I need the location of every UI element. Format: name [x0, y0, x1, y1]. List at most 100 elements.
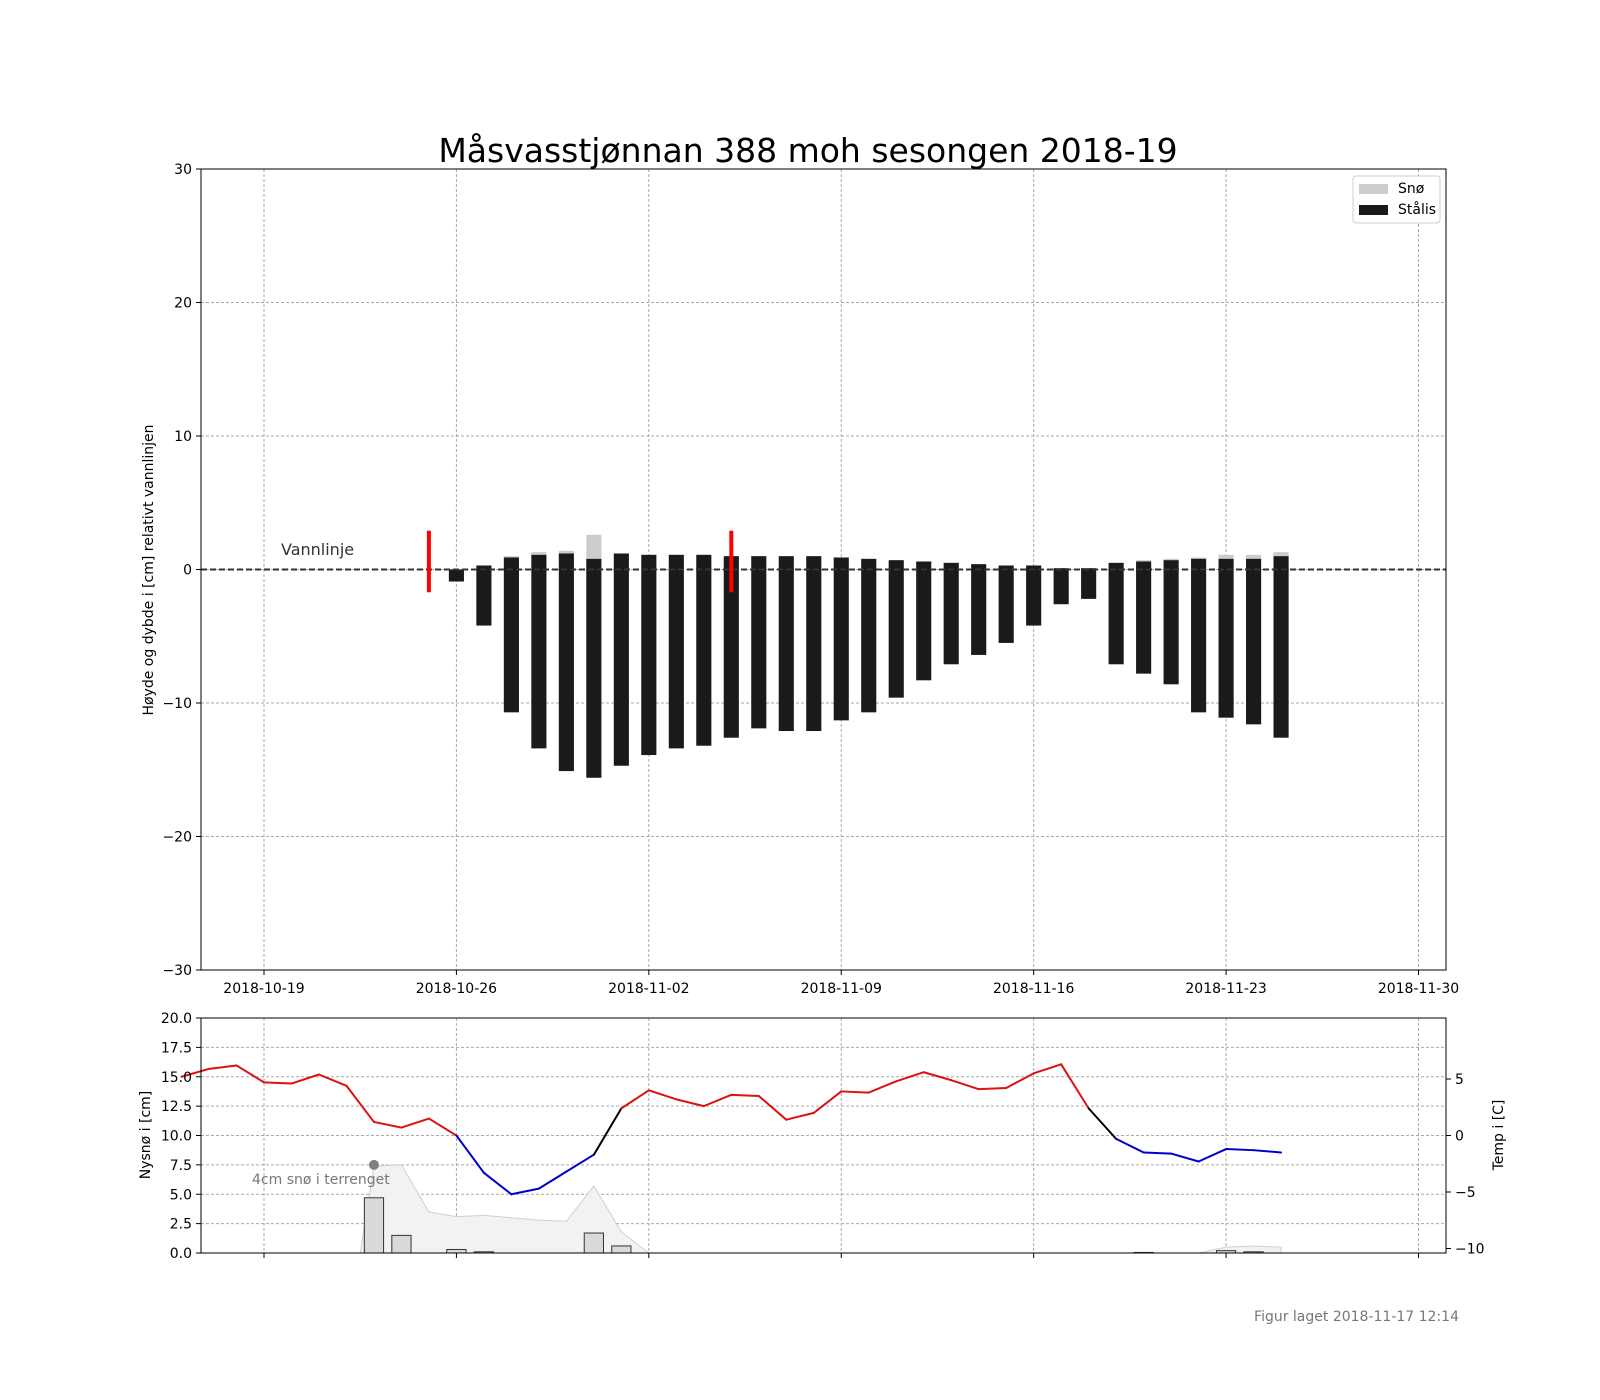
legend-label-snow: Snø: [1398, 181, 1425, 197]
temperature-segment: [867, 1080, 898, 1094]
main-x-tick-label: 2018-11-30: [1378, 981, 1459, 997]
ice-bar: [641, 554, 657, 756]
temperature-segment: [427, 1117, 458, 1137]
sub-y2-label: Temp i [C]: [1491, 1100, 1507, 1172]
ice-bar: [971, 564, 987, 655]
snow-bar: [1191, 557, 1207, 559]
ice-bar: [476, 565, 492, 626]
terrain-snow-point: [368, 1159, 379, 1170]
waterline-label: Vannlinje: [281, 540, 354, 559]
legend: Snø Stålis: [1352, 175, 1441, 224]
main-y-tick-label: −20: [162, 830, 192, 846]
sub-y-label: Nysnø i [cm]: [138, 1091, 154, 1180]
ice-bar: [448, 569, 464, 582]
ice-bar: [531, 554, 547, 749]
ice-bar: [1246, 558, 1262, 725]
main-x-tick-label: 2018-10-19: [223, 981, 304, 997]
sub-y2-tick-label: 0: [1455, 1129, 1464, 1145]
temperature-segment: [620, 1089, 650, 1110]
main-x-tick-label: 2018-11-09: [801, 981, 882, 997]
temperature-segment: [675, 1098, 705, 1108]
snow-bar: [503, 556, 519, 558]
temperature-segment: [1225, 1148, 1255, 1152]
sub-y-tick-label: 12.5: [161, 1099, 192, 1115]
temperature-segment: [977, 1087, 1008, 1091]
temperature-segment: [180, 1067, 211, 1078]
sub-y2-axis: 5 0 −5 −10: [1446, 1072, 1485, 1257]
main-x-tick-label: 2018-11-16: [993, 981, 1074, 997]
new-snow-bar: [611, 1245, 632, 1254]
main-y-axis: 30 20 10 0 −10 −20 −30: [162, 162, 201, 979]
ice-bar: [833, 557, 849, 721]
snow-bar: [1273, 552, 1289, 557]
temperature-segment: [895, 1071, 925, 1083]
ice-bar: [668, 554, 684, 749]
new-snow-bar: [363, 1197, 385, 1254]
temperature-segment: [1170, 1152, 1200, 1163]
temperature-segment: [1005, 1072, 1035, 1090]
temperature-line: [180, 1063, 1283, 1196]
ice-bar: [1081, 568, 1097, 599]
main-x-tick-label: 2018-11-23: [1185, 981, 1266, 997]
terrain-snow-area: [359, 1164, 1282, 1254]
main-y-tick-label: −10: [162, 696, 192, 712]
temperature-segment: [840, 1090, 870, 1094]
snow-bar: [1218, 554, 1234, 559]
snow-bar: [1136, 560, 1152, 562]
ice-bar: [1191, 558, 1207, 713]
temperature-segment: [730, 1093, 760, 1097]
temperature-segment: [950, 1079, 980, 1091]
terrain-snow-fill: [359, 1164, 1282, 1254]
sub-y2-tick-label: −5: [1455, 1185, 1476, 1201]
sub-y-tick-label: 17.5: [161, 1040, 192, 1056]
ice-bar: [1026, 565, 1042, 626]
temperature-segment: [1060, 1063, 1090, 1110]
temperature-segment: [317, 1073, 348, 1087]
temperature-segment: [482, 1171, 513, 1196]
main-x-axis: 2018-10-19 2018-10-26 2018-11-02 2018-11-09…: [223, 970, 1459, 997]
ice-bar: [1053, 568, 1069, 605]
main-x-tick-label: 2018-10-26: [416, 981, 497, 997]
main-y-label: Høyde og dybde i [cm] relativt vannlinje…: [141, 424, 157, 715]
temperature-segment: [565, 1153, 595, 1173]
legend-label-ice: Stålis: [1398, 201, 1436, 218]
new-snow-bar: [446, 1248, 467, 1254]
temperature-segment: [537, 1170, 568, 1190]
snow-bar: [531, 552, 547, 555]
temperature-segment: [235, 1064, 265, 1084]
terrain-snow-annotation: 4cm snø i terrenget: [252, 1172, 390, 1188]
ice-bar: [916, 561, 932, 681]
ice-bar: [503, 557, 519, 713]
temperature-segment: [290, 1073, 320, 1085]
main-y-tick-label: −30: [162, 963, 192, 979]
ice-bar: [1108, 562, 1124, 665]
snow-bar: [586, 534, 602, 559]
ice-bar: [1163, 560, 1179, 685]
snow-temp-chart: 4cm snø i terrenget 20.0 17.5 15.0 12.5 10.0…: [138, 1011, 1507, 1262]
sub-y-tick-label: 7.5: [170, 1158, 192, 1174]
temperature-segment: [455, 1134, 485, 1174]
temperature-segment: [1197, 1148, 1228, 1163]
sub-x-axis: [263, 1253, 1420, 1258]
sub-y-tick-label: 20.0: [161, 1011, 192, 1027]
temperature-segment: [208, 1064, 238, 1070]
temperature-segment: [1032, 1063, 1063, 1075]
legend-swatch-ice: [1359, 205, 1388, 215]
sub-y-tick-label: 10.0: [161, 1129, 192, 1145]
ice-bar: [998, 565, 1014, 643]
ice-bar: [751, 556, 767, 729]
sub-y-tick-label: 2.5: [170, 1217, 192, 1233]
ice-bar: [1136, 561, 1152, 674]
snow-bar: [558, 550, 574, 554]
temperature-segment: [592, 1107, 623, 1156]
sub-y-axis: 20.0 17.5 15.0 12.5 10.0 7.5 5.0 2.5 0.0: [161, 1011, 201, 1262]
main-y-tick-label: 10: [174, 429, 192, 445]
temperature-segment: [262, 1081, 293, 1085]
ice-bar: [586, 558, 602, 778]
temperature-segment: [1087, 1107, 1118, 1140]
ice-bar: [1273, 556, 1289, 738]
ice-bar: [1218, 558, 1234, 718]
temperature-segment: [510, 1187, 540, 1196]
